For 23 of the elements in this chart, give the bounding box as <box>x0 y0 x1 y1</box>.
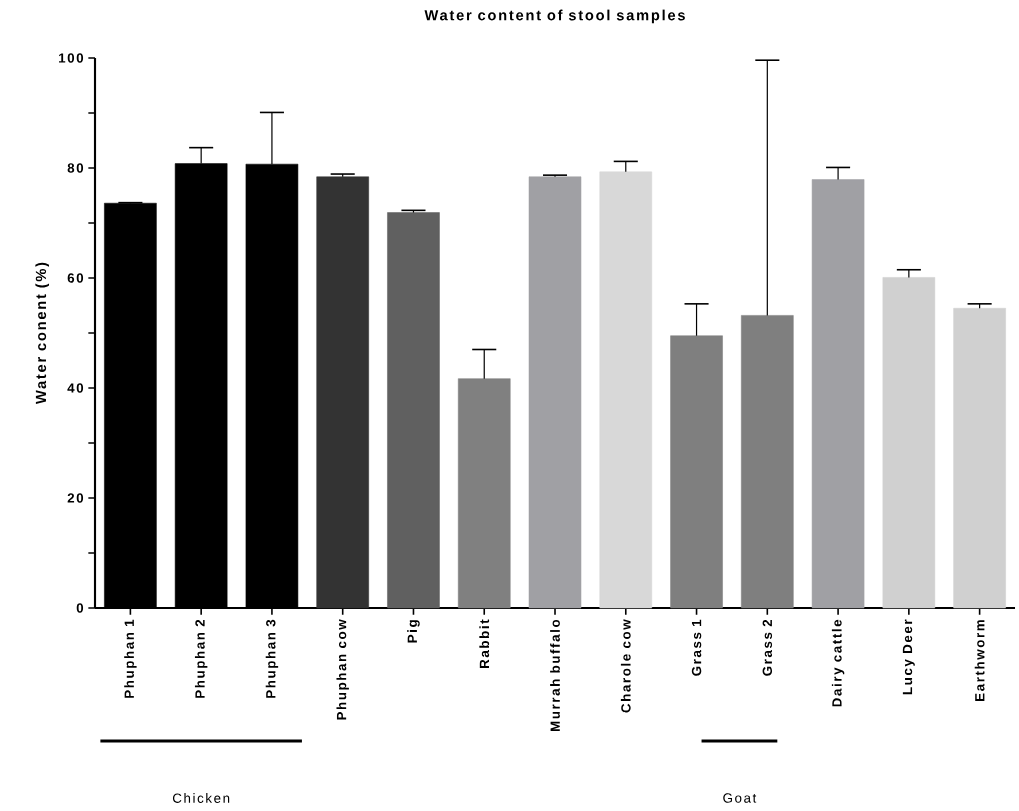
x-tick-label: Phuphan 2 <box>194 619 208 698</box>
x-tick-label: Pig <box>407 620 420 643</box>
y-tick-label: 100 <box>59 53 84 63</box>
y-axis-title: Water conent (%) <box>35 262 50 405</box>
y-tick-label: 40 <box>67 383 84 393</box>
x-tick-label: Phuphan cow <box>336 619 349 720</box>
y-tick-label: 20 <box>67 493 84 503</box>
x-tick-label: Grass 1 <box>691 619 702 676</box>
x-tick-label: Charole cow <box>620 619 631 713</box>
x-tick-label: Phuphan 3 <box>265 619 279 698</box>
x-tick-label: Earthworm <box>974 620 985 701</box>
y-tick-label: 80 <box>67 163 84 173</box>
x-tick-label: Phuphan 1 <box>124 619 137 698</box>
y-tick-label: 0 <box>76 603 84 613</box>
x-tick-label: Grass 2 <box>762 619 773 676</box>
chart-title: Water content of stool samples <box>424 9 685 24</box>
x-tick-label: Dairy cattle <box>831 619 845 707</box>
text: Chicken <box>172 793 230 803</box>
x-tick-label: Murrah buffalo <box>550 619 560 732</box>
text: Goat <box>723 793 757 803</box>
x-tick-label: Rabbit <box>479 619 490 668</box>
x-tick-label: Lucy Deer <box>902 619 915 695</box>
y-tick-label: 60 <box>67 273 84 283</box>
